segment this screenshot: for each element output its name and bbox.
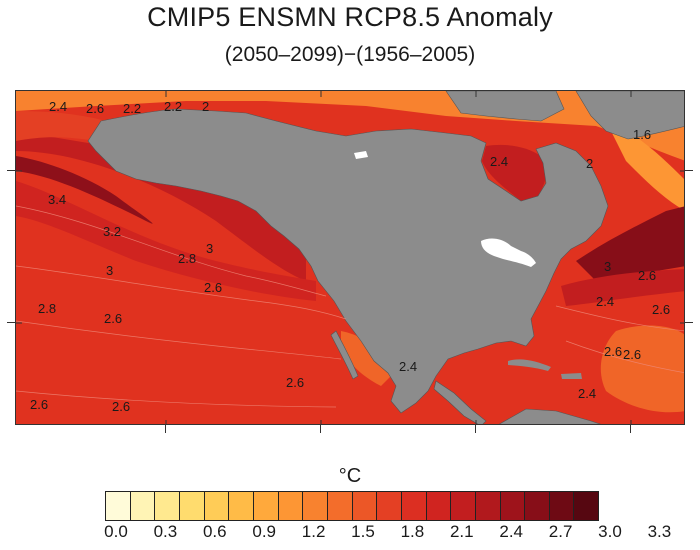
contour-label: 3 — [206, 241, 213, 256]
colorbar-tick-label: 1.5 — [351, 522, 375, 541]
gulf-stream-warm — [561, 269, 684, 306]
colorbar-tick-label: 3.0 — [598, 522, 622, 541]
colorbar-swatch — [549, 492, 575, 520]
colorbar-swatch — [327, 492, 353, 520]
contour-label: 2.6 — [104, 311, 122, 326]
labrador-cool — [606, 121, 684, 210]
gulf-alaska-warm — [16, 181, 316, 301]
colorbar-swatch — [574, 492, 599, 520]
bering-warm — [16, 111, 106, 141]
contour-label: 2 — [586, 156, 593, 171]
colorbar-tick-label: 1.8 — [400, 522, 425, 541]
colorbar-swatch — [525, 492, 550, 520]
colorbar-labels: 0.0 0.3 0.6 0.9 1.2 1.5 1.8 2.1 2.4 2.7 3.0 3.3 — [0, 522, 700, 546]
colorbar-swatch — [352, 492, 378, 520]
colorbar-swatch — [253, 492, 279, 520]
contour-label: 3 — [106, 263, 113, 278]
colorbar-swatch — [377, 492, 402, 520]
contour-label: 2.4 — [578, 386, 596, 401]
frame-tick — [7, 322, 15, 323]
hudson-bay — [482, 144, 547, 201]
land-arctic-islands — [445, 91, 565, 122]
colorbar-tick-label: 0.6 — [202, 522, 227, 541]
contour-label: 2.4 — [596, 294, 614, 309]
contour-label: 2.6 — [112, 399, 130, 414]
contour-label: 2.8 — [178, 251, 196, 266]
colorbar-swatch — [278, 492, 304, 520]
colorbar-tick-label: 2.1 — [449, 522, 474, 541]
frame-tick — [475, 425, 476, 433]
contour-label: 3.2 — [103, 224, 121, 239]
great-lakes — [481, 238, 536, 267]
colorbar-tick-label: 3.3 — [647, 522, 672, 541]
land-baja — [330, 330, 359, 380]
colorbar-swatch — [155, 492, 180, 520]
land-south-america — [498, 408, 601, 424]
colorbar-swatch — [303, 492, 328, 520]
frame-tick — [320, 425, 321, 433]
land-central-america — [433, 380, 487, 424]
colorbar-swatch — [106, 492, 131, 520]
contour-label: 2 — [202, 99, 209, 114]
land-hispaniola — [561, 373, 582, 379]
contour-label: 2.4 — [49, 99, 67, 114]
contour-label: 3 — [604, 259, 611, 274]
colorbar-swatch — [130, 492, 156, 520]
contour-label: 2.6 — [86, 101, 104, 116]
colorbar-tick-label: 1.2 — [301, 522, 326, 541]
colorbar-swatch — [204, 492, 230, 520]
colorbar-swatch — [426, 492, 452, 520]
contour-label: 2.6 — [638, 268, 656, 283]
contour-label: 2.2 — [123, 101, 141, 116]
colorbar-swatch — [475, 492, 501, 520]
colorbar-swatch — [500, 492, 526, 520]
frame-tick — [685, 322, 693, 323]
contour-label: 2.4 — [490, 154, 508, 169]
frame-tick — [165, 425, 166, 433]
contour-label: 2.4 — [399, 359, 417, 374]
colorbar-swatch — [229, 492, 254, 520]
contour-label: 2.6 — [30, 397, 48, 412]
colorbar-tick-label: 2.4 — [499, 522, 524, 541]
gulf-stream-hot — [576, 206, 684, 281]
map-svg: 2.4 2.6 2.2 2.2 2 1.6 2.4 2 3.4 3.2 3 3 … — [16, 91, 684, 424]
contour-label: 3.4 — [48, 192, 66, 207]
colorbar-tick-label: 0.3 — [153, 522, 178, 541]
contour-label: 2.2 — [164, 99, 182, 114]
land-greenland — [575, 91, 684, 140]
gulf-mexico-cool — [341, 331, 396, 386]
contour-label: 2.6 — [286, 375, 304, 390]
pacific-hot-core — [16, 156, 153, 224]
contour-label: 2.6 — [204, 280, 222, 295]
contour-labels: 2.4 2.6 2.2 2.2 2 1.6 2.4 2 3.4 3.2 3 3 … — [30, 99, 670, 414]
map-title: CMIP5 ENSMN RCP8.5 Anomaly — [147, 2, 553, 32]
frame-tick — [685, 170, 693, 171]
contour-label: 2.6 — [623, 347, 641, 362]
frame-tick — [7, 170, 15, 171]
contour-label: 2.8 — [38, 301, 56, 316]
colorbar-swatch — [179, 492, 205, 520]
colorbar-unit: °C — [338, 465, 362, 487]
colorbar-tick-label: 2.7 — [548, 522, 573, 541]
contour-lines — [16, 205, 684, 408]
contour-label: 2.6 — [652, 302, 670, 317]
colorbar-swatch — [401, 492, 427, 520]
contour-label: 1.6 — [633, 127, 651, 142]
graticule-ticks — [16, 91, 684, 424]
anomaly-map: 2.4 2.6 2.2 2.2 2 1.6 2.4 2 3.4 3.2 3 3 … — [15, 90, 685, 425]
colorbar-swatch — [451, 492, 476, 520]
land-north-america — [87, 108, 609, 414]
contour-label: 2.6 — [604, 344, 622, 359]
atlantic-cool — [600, 325, 684, 413]
colorbar-tick-label: 0.9 — [252, 522, 277, 541]
hudson-bay-ice — [354, 151, 368, 159]
colorbar — [105, 491, 599, 521]
colorbar-tick-label: 0.0 — [104, 522, 128, 541]
frame-tick — [630, 425, 631, 433]
land-cuba — [508, 359, 551, 371]
map-subtitle: (2050–2099)−(1956–2005) — [224, 43, 476, 66]
